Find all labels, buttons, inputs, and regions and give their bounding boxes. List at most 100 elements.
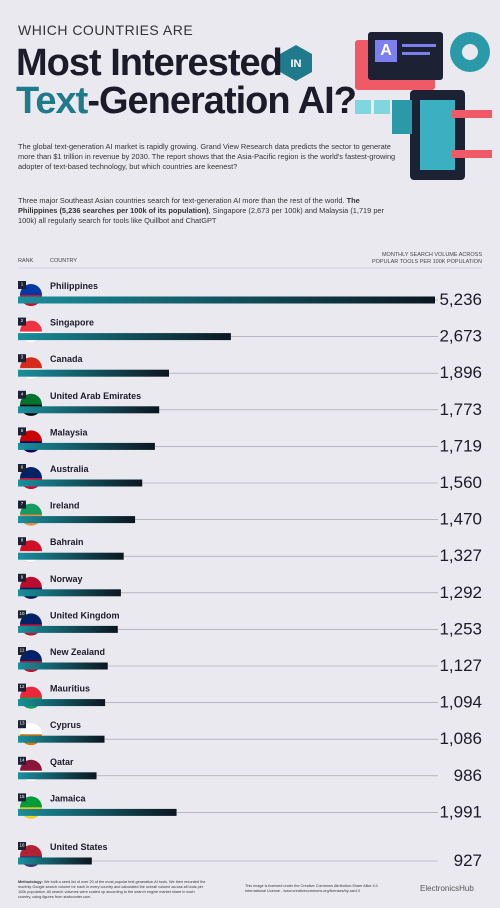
- rank: 14: [19, 757, 25, 762]
- bar: [18, 625, 118, 633]
- column-label: MONTHLY SEARCH VOLUME ACROSS: [382, 252, 482, 258]
- bar: [18, 735, 105, 743]
- bar: [18, 333, 231, 341]
- value-label: 1,253: [439, 619, 482, 638]
- value-label: 1,719: [439, 436, 482, 455]
- country-label: United Arab Emirates: [50, 391, 141, 401]
- rank-badge: [18, 842, 26, 850]
- bar: [18, 406, 160, 414]
- rank: 16: [19, 843, 25, 848]
- title: Most Interested: [16, 42, 283, 84]
- country-label: Qatar: [50, 757, 74, 767]
- column-label: POPULAR TOOLS PER 100K POPULATION: [372, 259, 482, 265]
- rank-badge: [18, 281, 26, 289]
- rank: 5: [21, 428, 24, 433]
- value-label: 927: [454, 851, 482, 870]
- title: Text-Generation AI?: [16, 80, 357, 123]
- rank-badge: [18, 573, 26, 582]
- rank-badge: [18, 537, 26, 546]
- rank-badge: [18, 390, 26, 399]
- rank: 13: [19, 721, 25, 726]
- rank-badge: [18, 720, 26, 729]
- bar: [18, 296, 435, 304]
- rank-badge: [18, 354, 26, 363]
- country-label: Ireland: [50, 501, 80, 511]
- rank: 3: [21, 355, 24, 360]
- value-label: 1,896: [439, 363, 482, 382]
- methodology-label: Methodology:: [18, 880, 43, 884]
- rank-badge: [18, 647, 26, 655]
- rank-badge: [18, 793, 26, 802]
- rank: 1: [21, 282, 24, 287]
- badge: IN: [291, 58, 302, 70]
- methodology: Methodology: We built a seed list of ove…: [18, 880, 208, 900]
- rank: 15: [19, 794, 25, 799]
- license: This image is licensed under the Creativ…: [245, 884, 378, 893]
- country-label: Australia: [50, 464, 90, 474]
- country-label: Philippines: [50, 281, 98, 291]
- country-label: United States: [50, 842, 108, 852]
- rank-badge: [18, 683, 26, 692]
- value-label: 1,560: [439, 473, 482, 492]
- country-label: United Kingdom: [50, 610, 120, 620]
- value-label: 1,470: [439, 510, 482, 529]
- bar: [18, 442, 155, 450]
- country-label: Canada: [50, 354, 84, 364]
- rank-badge: [18, 427, 26, 436]
- svg-text:A: A: [380, 42, 392, 59]
- country-label: Malaysia: [50, 427, 89, 437]
- column-label: COUNTRY: [50, 258, 77, 264]
- rank-badge: [18, 464, 26, 472]
- brand: ElectronicsHub: [420, 884, 474, 893]
- value-label: 1,127: [439, 656, 482, 675]
- bar: [18, 516, 136, 524]
- rank: 6: [21, 465, 24, 470]
- bar: [18, 662, 108, 670]
- value-label: 1,094: [439, 693, 482, 712]
- bar: [18, 369, 169, 377]
- value-label: 1,327: [439, 546, 482, 565]
- value-label: 5,236: [439, 290, 482, 309]
- bar: [18, 589, 121, 597]
- bar: [18, 552, 124, 560]
- bar: [18, 857, 92, 865]
- title-rest: -Generation AI?: [87, 80, 357, 122]
- methodology-text: We built a seed list of over 20 of the m…: [18, 880, 206, 899]
- country-label: Singapore: [50, 318, 94, 328]
- country-label: Bahrain: [50, 537, 84, 547]
- value-label: 1,991: [439, 802, 482, 821]
- country-label: Mauritius: [50, 684, 90, 694]
- rank: 10: [19, 611, 25, 616]
- intro-text: , Singapore (2,673 per 100k) and Malaysi…: [18, 206, 385, 225]
- rank-badge: [18, 500, 26, 509]
- title-accent: Text: [16, 80, 88, 122]
- country-label: Norway: [50, 574, 83, 584]
- country-label: Cyprus: [50, 720, 81, 730]
- rank: 2: [21, 318, 24, 323]
- country-label: New Zealand: [50, 647, 105, 657]
- intro-text: Three major Southeast Asian countries se…: [18, 196, 347, 205]
- value-label: 986: [454, 766, 482, 785]
- rank: 11: [20, 648, 25, 653]
- country-label: Jamaica: [50, 793, 87, 803]
- rank: 12: [19, 684, 25, 689]
- rank: 8: [21, 538, 24, 543]
- bar: [18, 479, 143, 487]
- rank-badge: [18, 610, 26, 619]
- intro: The global text-generation AI market is …: [18, 142, 396, 171]
- intro: Three major Southeast Asian countries se…: [18, 196, 398, 226]
- value-label: 1,773: [439, 400, 482, 419]
- bar: [18, 808, 177, 816]
- rank: 9: [21, 574, 24, 579]
- intro-bold: The Philippines (5,236 searches per 100k…: [18, 196, 360, 215]
- rank: 4: [21, 391, 24, 396]
- illustration: A: [280, 32, 492, 180]
- value-label: 1,292: [439, 583, 482, 602]
- rank-badge: [18, 317, 26, 326]
- value-label: 1,086: [439, 729, 482, 748]
- rank: 7: [21, 501, 24, 506]
- bar: [18, 772, 97, 780]
- bar: [18, 699, 106, 707]
